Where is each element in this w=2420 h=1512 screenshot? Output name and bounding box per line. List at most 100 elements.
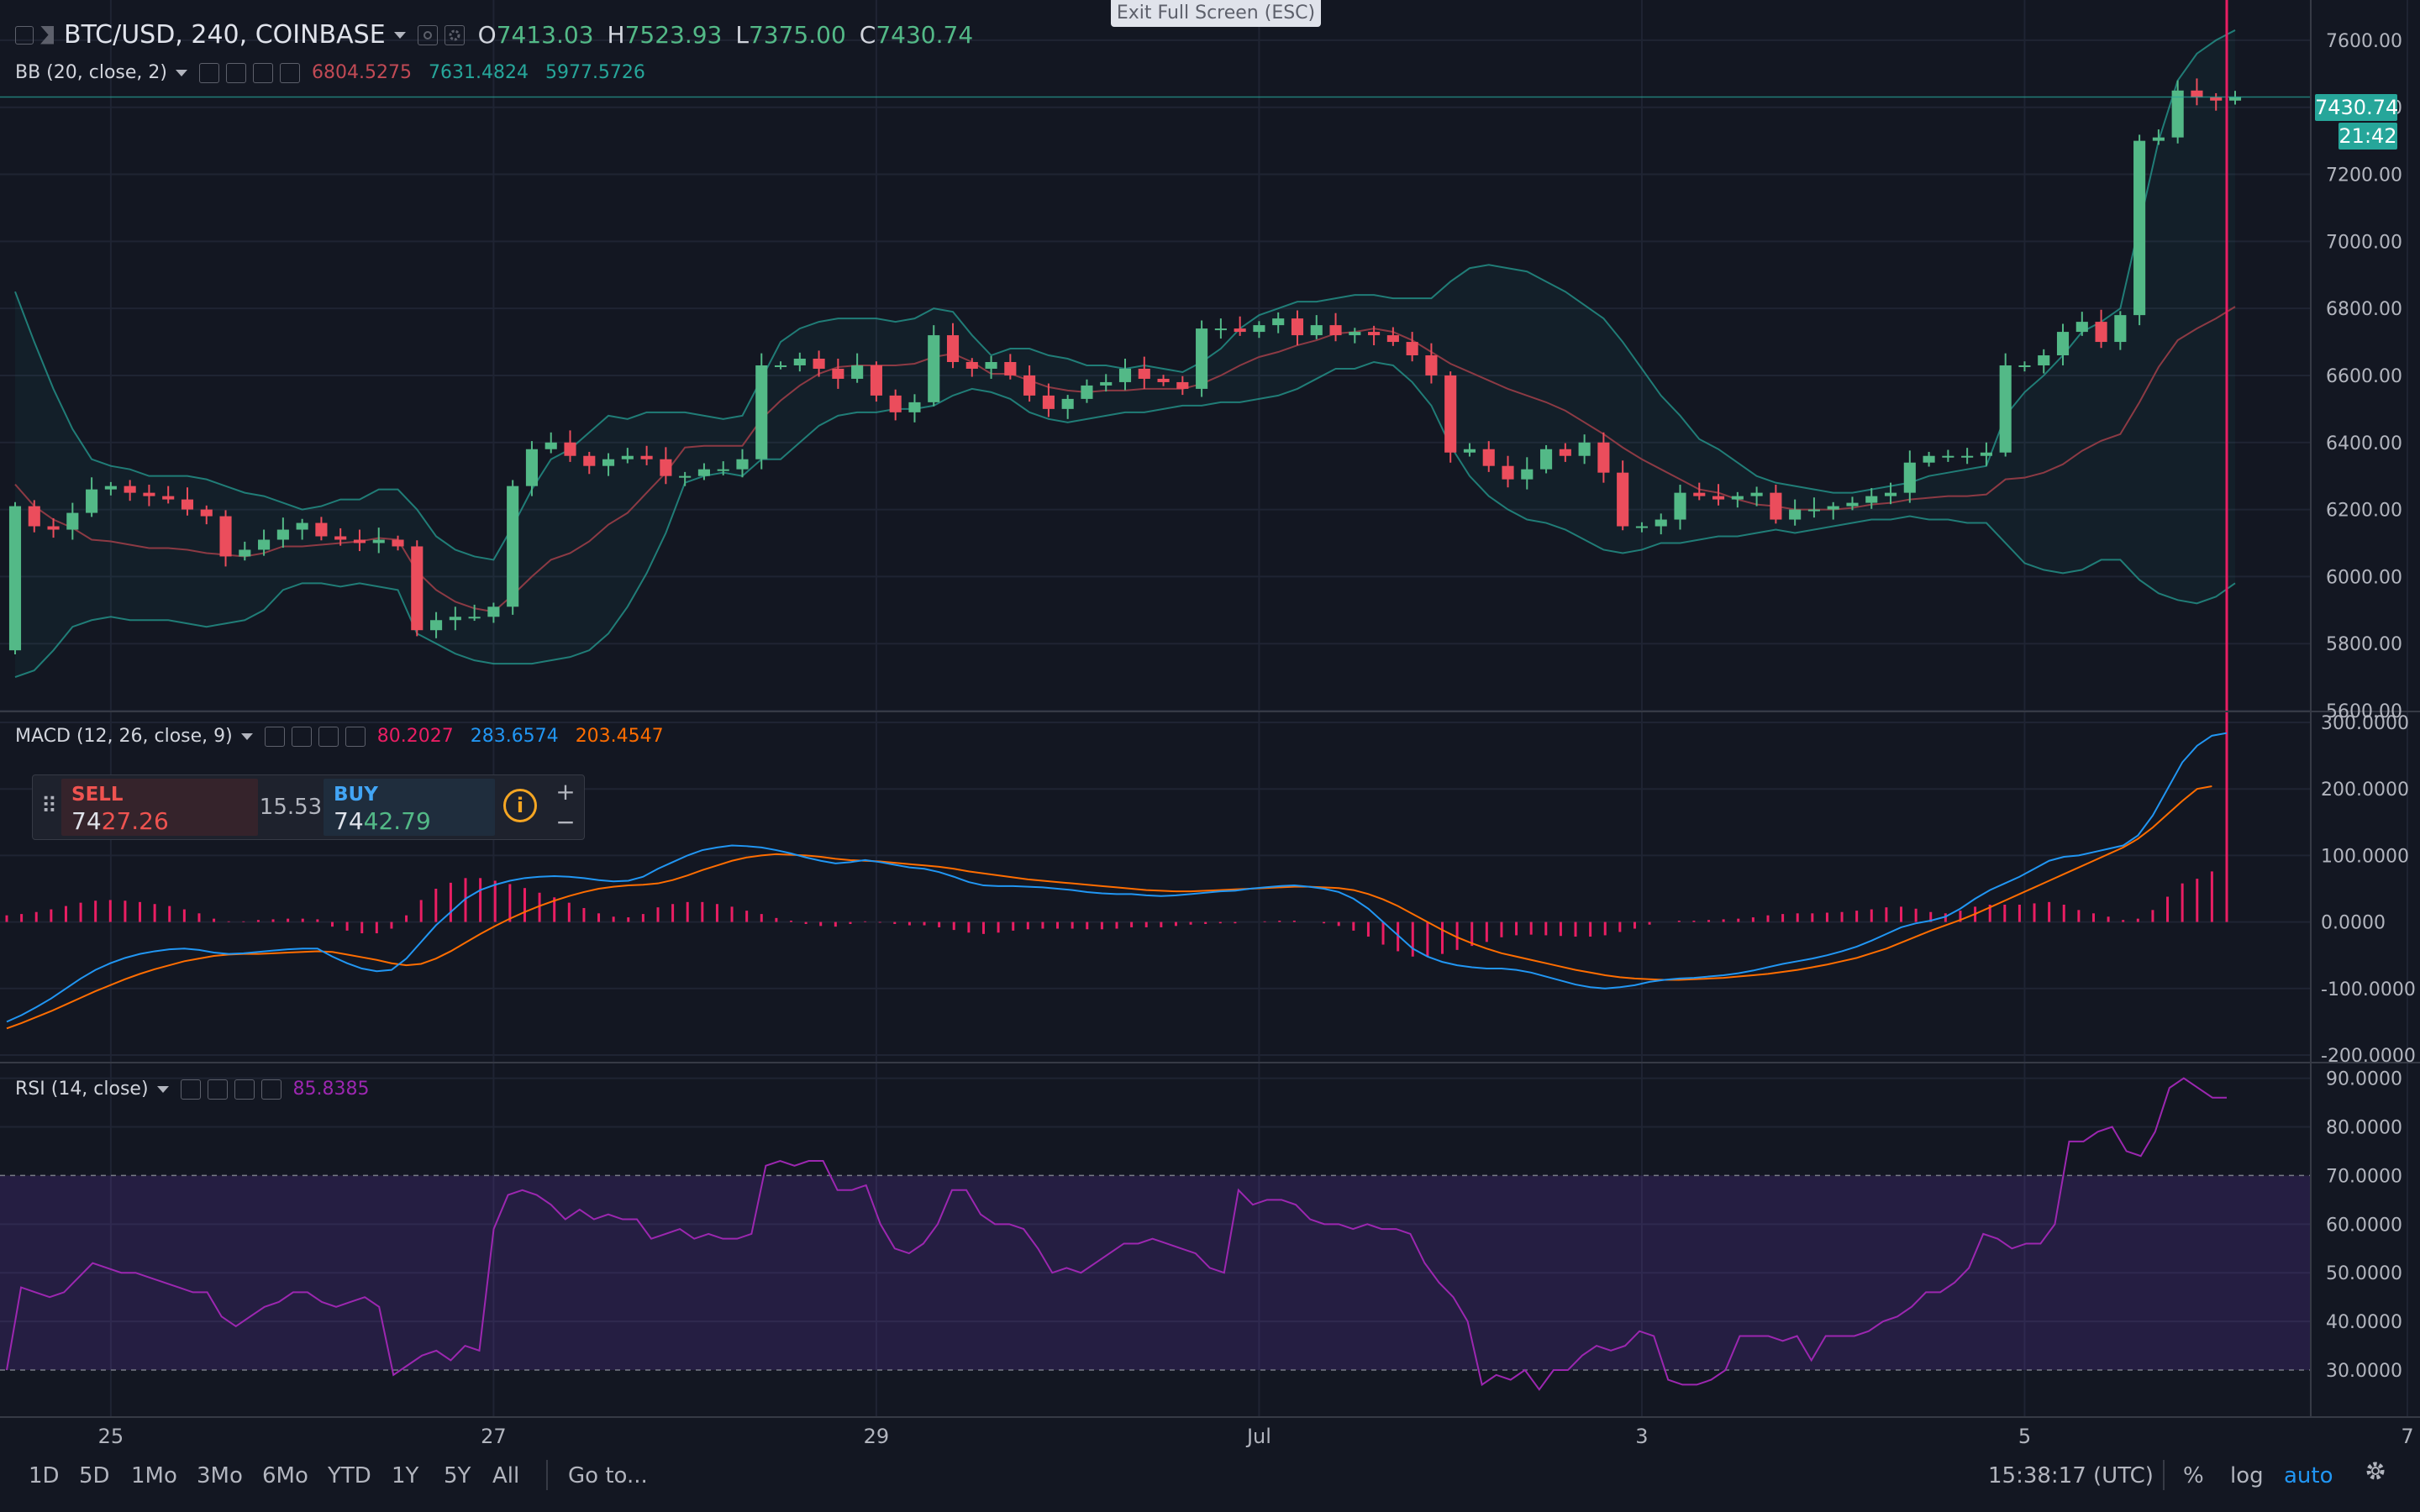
candle-body	[392, 539, 404, 547]
plus-icon[interactable]	[234, 1079, 255, 1100]
macd-signal-line	[6, 785, 2212, 1030]
range-5d-button[interactable]: 5D	[79, 1463, 110, 1488]
candle-body	[1846, 502, 1859, 507]
x-tick-label: 27	[481, 1425, 507, 1448]
sell-button[interactable]: SELL 7427.26	[61, 779, 258, 836]
buy-button[interactable]: BUY 7442.79	[324, 779, 495, 836]
candle-body	[276, 529, 289, 540]
eye-icon[interactable]	[180, 1079, 201, 1100]
candle-body	[1157, 378, 1170, 382]
x-tick-label: 7	[2401, 1425, 2413, 1448]
symbol-legend: BTC/USD, 240, COINBASE O 7413.03 H 7523.…	[15, 20, 973, 50]
eye-icon[interactable]	[417, 24, 438, 45]
gear-icon[interactable]	[444, 24, 465, 45]
y-tick-label: 7600.00	[2326, 31, 2402, 52]
candle-body	[1865, 496, 1878, 503]
candle-body	[2056, 332, 2070, 356]
candle-body	[1349, 332, 1361, 336]
candle-body	[162, 496, 175, 500]
macd-series	[5, 0, 2228, 1030]
bar-countdown-tag: 21:42	[2338, 123, 2397, 150]
sell-price: 7427.26	[71, 807, 169, 835]
y-tick-label: 6400.00	[2326, 433, 2402, 454]
drag-handle-icon[interactable]: ⠿	[41, 794, 58, 819]
candle-body	[1310, 325, 1323, 336]
y-tick-label: 5800.00	[2326, 634, 2402, 655]
candle-body	[47, 526, 60, 530]
symbol-title[interactable]: BTC/USD, 240, COINBASE	[64, 20, 386, 50]
bb-label[interactable]: BB (20, close, 2)	[15, 62, 167, 83]
collapse-icon[interactable]	[15, 25, 34, 45]
info-icon[interactable]: i	[503, 789, 537, 822]
candle-body	[66, 512, 79, 530]
range-1mo-button[interactable]: 1Mo	[131, 1463, 177, 1488]
eye-icon[interactable]	[264, 726, 285, 747]
y-tick-label: 60.0000	[2326, 1215, 2402, 1236]
candle-body	[583, 455, 596, 466]
range-3mo-button[interactable]: 3Mo	[197, 1463, 243, 1488]
range-5y-button[interactable]: 5Y	[444, 1463, 471, 1488]
candle-body	[1368, 332, 1381, 336]
eye-icon[interactable]	[198, 62, 219, 83]
candle-body	[2095, 322, 2107, 343]
close-icon[interactable]	[260, 1079, 281, 1100]
close-icon[interactable]	[345, 726, 366, 747]
close-icon[interactable]	[279, 62, 300, 83]
y-tick-label: 50.0000	[2326, 1263, 2402, 1284]
clock-time[interactable]: 15:38:17 (UTC)	[1988, 1463, 2154, 1488]
chevron-down-icon[interactable]	[156, 1085, 169, 1093]
candle-body	[1597, 442, 1610, 473]
candle-body	[2191, 90, 2203, 97]
bb-value-lower: 5977.5726	[544, 62, 645, 83]
gear-icon[interactable]	[291, 726, 312, 747]
candle-body	[124, 486, 136, 493]
candle-body	[1253, 325, 1265, 333]
plus-icon[interactable]	[318, 726, 339, 747]
candle-body	[564, 442, 576, 456]
range-all-button[interactable]: All	[492, 1463, 520, 1488]
minus-button[interactable]: −	[555, 808, 576, 836]
x-tick-label: 3	[1635, 1425, 1648, 1448]
candle-body	[640, 455, 653, 459]
range-1y-button[interactable]: 1Y	[392, 1463, 419, 1488]
candle-body	[928, 335, 940, 402]
range-6mo-button[interactable]: 6Mo	[262, 1463, 308, 1488]
plus-icon[interactable]	[252, 62, 273, 83]
plus-button[interactable]: +	[555, 778, 576, 806]
range-1d-button[interactable]: 1D	[29, 1463, 60, 1488]
macd-value-macd: 283.6574	[470, 726, 559, 747]
log-scale-button[interactable]: log	[2230, 1463, 2264, 1488]
range-ytd-button[interactable]: YTD	[328, 1463, 371, 1488]
bb-legend: BB (20, close, 2) 6804.5275 7631.4824 59…	[15, 62, 645, 83]
y-tick-label: -100.0000	[2321, 979, 2416, 1000]
candle-body	[315, 522, 328, 537]
rsi-label[interactable]: RSI (14, close)	[15, 1079, 149, 1100]
candle-body	[468, 617, 481, 619]
current-price-tag: 7430.74	[2315, 94, 2399, 121]
candle-body	[2114, 315, 2127, 343]
candle-body	[1463, 449, 1476, 453]
candle-body	[2210, 97, 2223, 101]
y-tick-label: 90.0000	[2326, 1069, 2402, 1090]
chevron-down-icon[interactable]	[240, 732, 253, 740]
exit-fullscreen-button[interactable]: Exit Full Screen (ESC)	[1111, 0, 1321, 27]
chevron-down-icon[interactable]	[175, 69, 187, 76]
candle-body	[2133, 140, 2146, 316]
gear-icon[interactable]	[2363, 1458, 2388, 1489]
percent-scale-button[interactable]: %	[2183, 1463, 2204, 1488]
series-style-icon[interactable]	[40, 25, 54, 45]
candle-body	[449, 617, 461, 621]
y-tick-label: 200.0000	[2321, 780, 2409, 801]
gear-icon[interactable]	[225, 62, 246, 83]
candle-body	[793, 359, 806, 365]
gear-icon[interactable]	[207, 1079, 228, 1100]
auto-scale-button[interactable]: auto	[2284, 1463, 2333, 1488]
macd-label[interactable]: MACD (12, 26, close, 9)	[15, 726, 233, 747]
chevron-down-icon[interactable]	[393, 31, 406, 39]
rsi-value: 85.8385	[292, 1079, 370, 1100]
candle-body	[697, 469, 710, 476]
goto-button[interactable]: Go to...	[568, 1463, 648, 1488]
candle-body	[525, 449, 539, 486]
candle-body	[544, 442, 557, 449]
